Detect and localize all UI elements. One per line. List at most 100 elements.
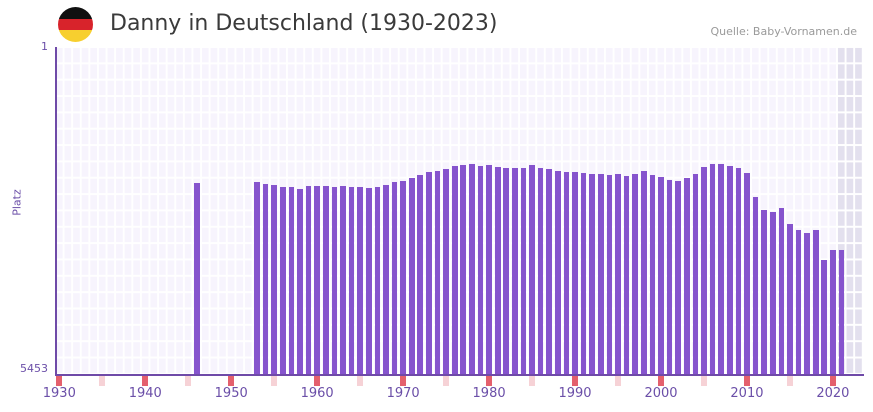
bar-2002: [675, 180, 682, 374]
bar-1970: [400, 180, 406, 374]
flag-band-black: [58, 7, 93, 19]
bar-1983: [512, 168, 518, 374]
x-tick-1980: [486, 376, 492, 386]
bar-1956: [279, 187, 286, 374]
bar-1992: [589, 174, 596, 374]
bar-2001: [666, 180, 673, 374]
page-title: Danny in Deutschland (1930-2023): [110, 11, 498, 36]
bar-1960: [314, 185, 320, 374]
y-axis-line: [55, 47, 57, 375]
bar-1973: [426, 172, 432, 374]
bar-1967: [374, 187, 381, 374]
bar-1965: [357, 187, 363, 374]
bar-1974: [434, 171, 441, 374]
bar-2009: [735, 168, 742, 374]
y-axis-title: Platz: [10, 189, 24, 216]
x-tick-2015: [787, 376, 793, 386]
bar-2011: [752, 196, 759, 374]
bar-1969: [391, 181, 398, 374]
x-tick-1935: [99, 376, 106, 386]
bar-1999: [649, 174, 656, 374]
bar-2010: [744, 172, 750, 374]
bar-2007: [718, 163, 724, 374]
x-axis-label-1960: 1960: [300, 386, 334, 401]
x-tick-1955: [271, 376, 278, 386]
bar-1986: [537, 167, 544, 374]
bar-1982: [503, 167, 510, 374]
x-axis-label-1970: 1970: [386, 386, 420, 401]
bar-2006: [709, 163, 716, 374]
bar-1971: [408, 178, 415, 374]
plot-area: [55, 47, 863, 374]
x-axis-labels: 1930 1940 1950 1960 1970 1980 1990 2000 2010 2020: [0, 386, 873, 412]
bar-1998: [640, 171, 647, 374]
bar-1962: [331, 187, 338, 374]
bar-2012: [761, 210, 767, 374]
bar-1953: [254, 181, 260, 374]
chart-header: Danny in Deutschland (1930-2023) Quelle:…: [0, 0, 873, 47]
bar-1996: [623, 175, 630, 374]
bar-2020: [830, 249, 836, 374]
bar-2014: [778, 207, 785, 374]
bar-1988: [555, 171, 561, 374]
bar-1955: [271, 184, 278, 374]
bar-1946: [193, 182, 200, 374]
bar-2004: [692, 174, 699, 374]
bar-1980: [486, 164, 492, 374]
bar-1993: [597, 173, 604, 374]
bar-2017: [804, 232, 810, 374]
y-axis-min-label: 5453: [20, 362, 48, 375]
x-axis-tick-strip: [55, 376, 864, 386]
bar-2013: [769, 212, 776, 374]
bar-1966: [365, 187, 372, 374]
x-axis-label-2010: 2010: [730, 386, 764, 401]
bar-1981: [494, 166, 501, 374]
flag-band-red: [58, 18, 93, 31]
x-tick-1930: [56, 376, 63, 386]
bar-2018: [812, 229, 819, 374]
bar-1957: [288, 187, 295, 374]
bar-1975: [443, 168, 449, 374]
x-axis-line: [55, 374, 864, 376]
x-tick-1950: [228, 376, 235, 386]
bar-1978: [469, 163, 475, 374]
bar-2021: [838, 249, 845, 374]
x-axis-label-2020: 2020: [816, 386, 850, 401]
germany-flag-icon: [58, 7, 93, 42]
x-tick-1985: [529, 376, 535, 386]
x-axis-label-1990: 1990: [558, 386, 592, 401]
bar-1979: [477, 166, 484, 374]
bar-1995: [615, 174, 621, 374]
x-tick-2020: [830, 376, 836, 386]
x-tick-2010: [744, 376, 750, 386]
bar-1989: [563, 171, 570, 374]
bar-1964: [348, 187, 355, 374]
x-axis-label-1980: 1980: [472, 386, 506, 401]
x-tick-1945: [185, 376, 192, 386]
x-tick-1990: [572, 376, 578, 386]
bar-1987: [546, 168, 553, 374]
bar-1972: [417, 174, 424, 374]
x-tick-1960: [314, 376, 320, 386]
bar-2019: [821, 260, 828, 374]
x-tick-1995: [615, 376, 621, 386]
x-axis-label-1950: 1950: [214, 386, 248, 401]
x-tick-1975: [443, 376, 449, 386]
bar-1994: [606, 174, 613, 374]
bar-1961: [322, 186, 329, 374]
source-attribution: Quelle: Baby-Vornamen.de: [710, 25, 857, 38]
bar-1963: [340, 186, 346, 374]
x-axis-label-1930: 1930: [42, 386, 76, 401]
y-axis-max-label: 1: [41, 40, 48, 53]
bar-1985: [529, 165, 535, 374]
x-tick-1965: [357, 376, 363, 386]
bar-1976: [451, 165, 458, 374]
bar-1959: [305, 186, 312, 374]
bar-1968: [383, 184, 389, 374]
bar-2016: [795, 230, 802, 374]
bar-1954: [262, 183, 269, 374]
flag-band-gold: [58, 30, 93, 42]
x-tick-2000: [658, 376, 664, 386]
x-tick-1940: [142, 376, 149, 386]
bar-1958: [297, 188, 303, 374]
